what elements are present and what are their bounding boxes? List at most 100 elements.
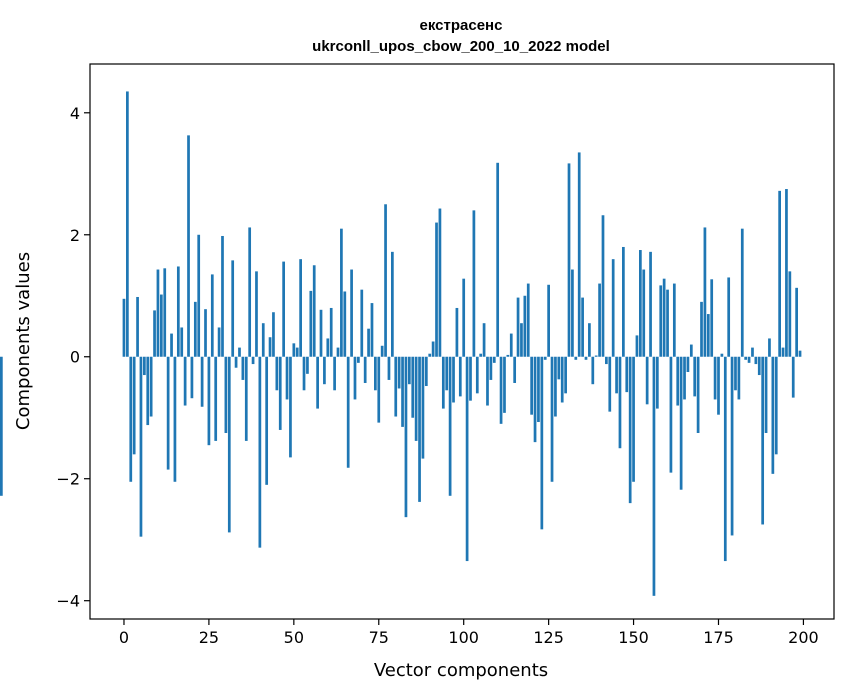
bar-104 <box>475 356 479 394</box>
y-axis-ticks: −4 −2 0 2 4 <box>56 104 90 611</box>
bar-21 <box>193 301 197 357</box>
bar-90 <box>428 353 432 357</box>
x-axis-label: Vector components <box>374 660 548 681</box>
bar-68 <box>353 356 357 400</box>
bar-184 <box>747 356 751 363</box>
bar-162 <box>672 283 676 357</box>
bar-47 <box>282 261 285 357</box>
bar-113 <box>506 354 510 357</box>
bar-28 <box>217 327 221 357</box>
bar-183 <box>744 356 748 360</box>
bar-22 <box>197 234 201 357</box>
bar-158 <box>659 285 663 357</box>
bar-152 <box>639 250 642 357</box>
bar-9 <box>153 310 156 357</box>
bar-169 <box>696 356 700 433</box>
bar-126 <box>550 356 554 482</box>
bar-91 <box>431 341 435 357</box>
bar-58 <box>319 309 323 357</box>
bar-41 <box>261 323 265 357</box>
bar-106 <box>482 323 486 357</box>
bar-173 <box>710 279 714 357</box>
bar-133 <box>574 356 578 360</box>
bar-81 <box>397 356 401 389</box>
bar-15 <box>173 356 177 482</box>
bar-27 <box>214 356 218 441</box>
bar-134 <box>577 152 581 357</box>
bar-190 <box>768 338 771 357</box>
bar-194 <box>781 347 785 357</box>
bar-71 <box>363 356 367 383</box>
bar-72 <box>367 328 370 357</box>
chart-title-line1: екстрасенс <box>420 17 503 34</box>
chart-title-line2: ukrconll_upos_cbow_200_10_2022 model <box>312 38 610 55</box>
bar-16 <box>176 266 180 357</box>
bar-73 <box>370 303 374 357</box>
bar-25 <box>207 356 211 446</box>
bar-150 <box>632 356 635 482</box>
bar-93 <box>438 208 442 357</box>
x-tick-label: 0 <box>119 628 129 647</box>
bar-84 <box>407 356 411 385</box>
bar-60 <box>326 338 330 357</box>
bar-36 <box>244 356 248 441</box>
bar-146 <box>618 356 622 449</box>
bar-24 <box>204 309 207 357</box>
bar-26 <box>210 274 214 357</box>
bar-44 <box>272 312 275 357</box>
bar-35 <box>241 356 245 380</box>
plot-frame <box>89 63 835 620</box>
bar-161 <box>669 356 673 473</box>
bar-166 <box>686 356 690 372</box>
bar-65 <box>343 291 347 357</box>
x-axis-ticks: 0 25 50 75 100 125 150 175 200 <box>119 619 819 647</box>
bar-125 <box>547 284 550 357</box>
bar-191 <box>771 356 775 474</box>
bar-180 <box>734 356 737 391</box>
y-tick-label: −4 <box>56 592 80 611</box>
bar-62 <box>333 356 336 391</box>
bar-157 <box>655 356 659 409</box>
bar-132 <box>571 269 574 357</box>
bar-100 <box>462 278 466 357</box>
bar-141 <box>601 215 605 357</box>
bar-4 <box>136 296 139 357</box>
bar-52 <box>299 259 302 357</box>
bar-50 <box>292 343 296 357</box>
x-tick-label: 100 <box>448 628 479 647</box>
bar-128 <box>557 356 561 380</box>
bar-30 <box>224 356 228 433</box>
bar-6 <box>143 356 146 376</box>
bar-193 <box>778 190 781 357</box>
bar-138 <box>591 356 595 385</box>
bar-107 <box>486 356 489 406</box>
bar-23 <box>200 356 204 407</box>
bar-55 <box>309 290 313 357</box>
bar-34 <box>238 347 241 357</box>
bar-192 <box>774 356 778 455</box>
bar-111 <box>499 356 503 424</box>
bar-0 <box>122 298 126 357</box>
bar-131 <box>567 163 571 357</box>
bar-121 <box>533 356 537 443</box>
x-tick-label: 25 <box>199 628 219 647</box>
bar-196 <box>788 271 792 357</box>
y-tick-label: 0 <box>70 348 80 367</box>
bar-89 <box>424 356 428 387</box>
bar-149 <box>628 356 632 504</box>
bar-118 <box>523 295 527 357</box>
bar-33 <box>234 356 238 368</box>
bar-186 <box>754 356 758 365</box>
bar-79 <box>391 251 394 357</box>
bar-37 <box>248 227 252 357</box>
bar-67 <box>350 269 353 357</box>
bar-64 <box>340 228 343 357</box>
bar-7 <box>146 356 150 426</box>
bar-144 <box>611 259 615 357</box>
bar-188 <box>761 356 765 525</box>
bar-124 <box>543 356 547 360</box>
bar-61 <box>329 307 333 357</box>
bar-187 <box>757 356 761 376</box>
bar-5 <box>139 356 143 537</box>
bar-74 <box>374 356 377 391</box>
